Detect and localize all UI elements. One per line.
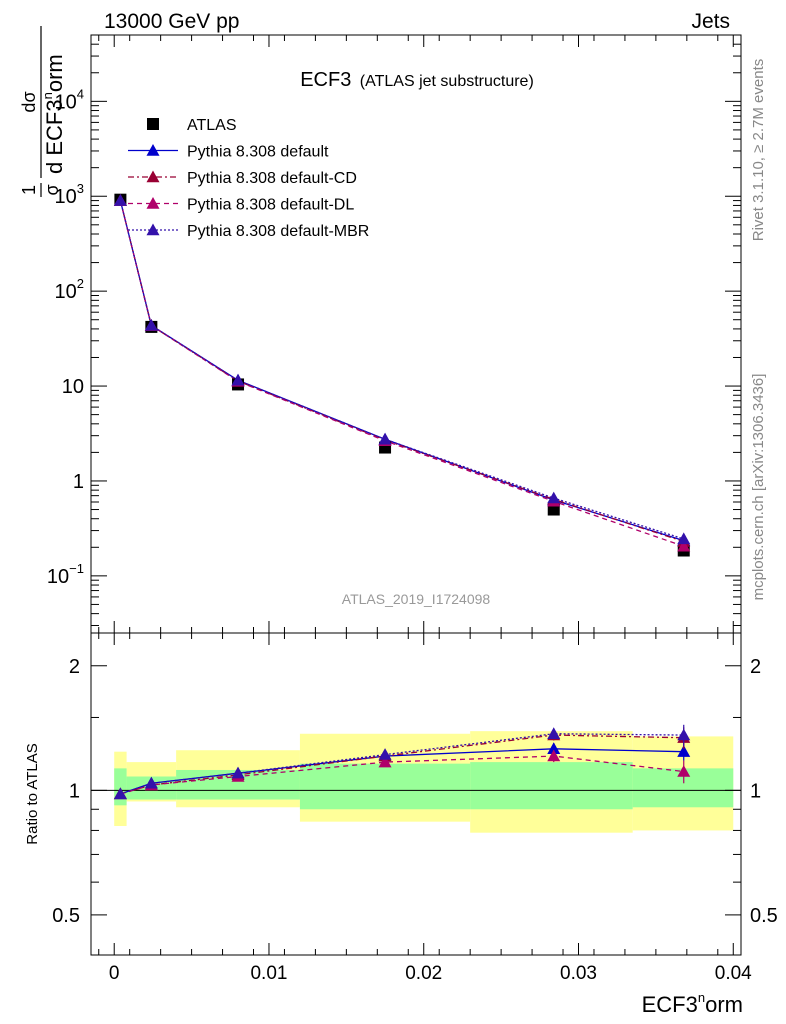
y-tick-exp: 2 — [77, 276, 84, 291]
mc-point-ratio — [231, 766, 245, 779]
mc-point-ratio — [378, 748, 392, 760]
mc-point-main — [547, 491, 561, 504]
legend-label: Pythia 8.308 default — [187, 144, 329, 161]
mc-point-main — [231, 373, 245, 386]
ratio-tick-label: 1 — [69, 780, 80, 802]
ratio-tick-label-right: 1 — [750, 780, 761, 802]
ratio-uncertainty-bands — [114, 731, 734, 833]
mc-line-main — [119, 200, 684, 547]
x-axis-label: ECF3norm — [642, 990, 743, 1017]
legend-marker-triangle — [146, 223, 160, 236]
legend-marker-triangle — [146, 170, 160, 183]
y-tick-base: 10 — [55, 186, 77, 208]
side-text-upper: Rivet 3.1.10, ≥ 2.7M events — [750, 59, 767, 242]
mc-point-ratio — [677, 728, 691, 741]
y-tick-label: 1 — [73, 471, 84, 493]
y-tick-base: 10 — [55, 281, 77, 303]
legend: ATLAS Pythia 8.308 default Pythia 8.308 de… — [128, 117, 369, 240]
x-tick-label: 0.04 — [715, 963, 752, 984]
y-label-sigma: σ — [42, 184, 62, 195]
mc-line-main — [119, 200, 684, 542]
mc-point-ratio — [677, 765, 691, 777]
y-label-sup: n — [40, 92, 55, 99]
header-left: 13000 GeV pp — [104, 10, 239, 33]
y-tick-exp: 4 — [77, 86, 84, 101]
y-axis-label-ratio: Ratio to ATLAS — [24, 743, 41, 844]
ratio-band-inner — [470, 762, 633, 810]
mc-point-ratio — [113, 787, 127, 800]
watermark: ATLAS_2019_I1724098 — [342, 591, 491, 607]
mc-point-ratio — [547, 749, 561, 762]
mc-line-main — [119, 200, 684, 540]
header-right: Jets — [691, 10, 730, 33]
y-label-dsigma: dσ — [19, 91, 39, 112]
legend-label: Pythia 8.308 default-CD — [187, 170, 357, 187]
y-label-orm: orm — [42, 54, 67, 92]
ratio-tick-label-right: 2 — [750, 656, 761, 678]
mc-line-main — [119, 200, 684, 543]
data-series — [113, 193, 691, 800]
y-axis-label-main: 1 σ dσ d ECF3norm — [19, 26, 67, 197]
y-tick-label: 102 — [55, 276, 84, 303]
ratio-band-inner — [114, 768, 127, 806]
legend-label: Pythia 8.308 default-DL — [187, 197, 354, 214]
y-label-one: 1 — [19, 185, 39, 195]
y-tick-label: 10 — [62, 376, 84, 398]
legend-marker-square — [147, 118, 159, 130]
mc-point-ratio — [547, 742, 561, 754]
x-tick-label: 0 — [109, 963, 120, 984]
y-label-d-ecf3: d ECF3 — [42, 99, 67, 174]
plot-title: ECF3 (ATLAS jet substructure) — [300, 69, 534, 91]
y-tick-label: 103 — [55, 181, 84, 208]
mc-point-ratio — [547, 727, 561, 739]
legend-marker-triangle — [146, 197, 160, 209]
side-text-lower: mcplots.cern.ch [arXiv:1306.3436] — [750, 374, 767, 601]
x-label-sup: n — [698, 990, 705, 1005]
mc-point-main — [677, 532, 691, 545]
mc-point-ratio — [378, 755, 392, 768]
y-tick-exp: −1 — [69, 561, 84, 576]
x-tick-label: 0.01 — [250, 963, 287, 984]
ratio-panel-frame — [90, 632, 742, 956]
y-tick-base: 10 — [55, 91, 77, 113]
y-label-denominator: d ECF3norm — [40, 54, 67, 174]
mc-point-main — [144, 318, 158, 331]
legend-marker-triangle — [146, 144, 160, 156]
mc-point-ratio — [677, 745, 691, 757]
x-tick-label: 0.03 — [560, 963, 597, 984]
y-tick-exp: 3 — [77, 181, 84, 196]
plot-title-main: ECF3 — [300, 69, 351, 91]
ratio-band-inner — [299, 763, 471, 810]
mc-point-main — [113, 194, 127, 206]
ratio-tick-label: 2 — [69, 656, 80, 678]
ratio-tick-label-right: 0.5 — [750, 905, 778, 927]
plot-title-sub: (ATLAS jet substructure) — [360, 73, 534, 90]
y-tick-label: 10−1 — [47, 561, 84, 588]
x-label-tail: orm — [705, 992, 743, 1017]
ratio-tick-label: 0.5 — [52, 905, 80, 927]
mc-point-ratio — [144, 776, 158, 789]
legend-label: ATLAS — [187, 117, 237, 134]
mc-line-ratio — [120, 755, 684, 795]
legend-label: Pythia 8.308 default-MBR — [187, 223, 369, 240]
x-tick-label: 0.02 — [405, 963, 442, 984]
y-tick-base: 10 — [47, 566, 69, 588]
mc-point-main — [677, 539, 691, 552]
x-label-main: ECF3 — [642, 992, 698, 1017]
y-tick-label: 104 — [55, 86, 84, 113]
mc-line-ratio — [120, 748, 684, 795]
mc-point-main — [378, 432, 392, 445]
